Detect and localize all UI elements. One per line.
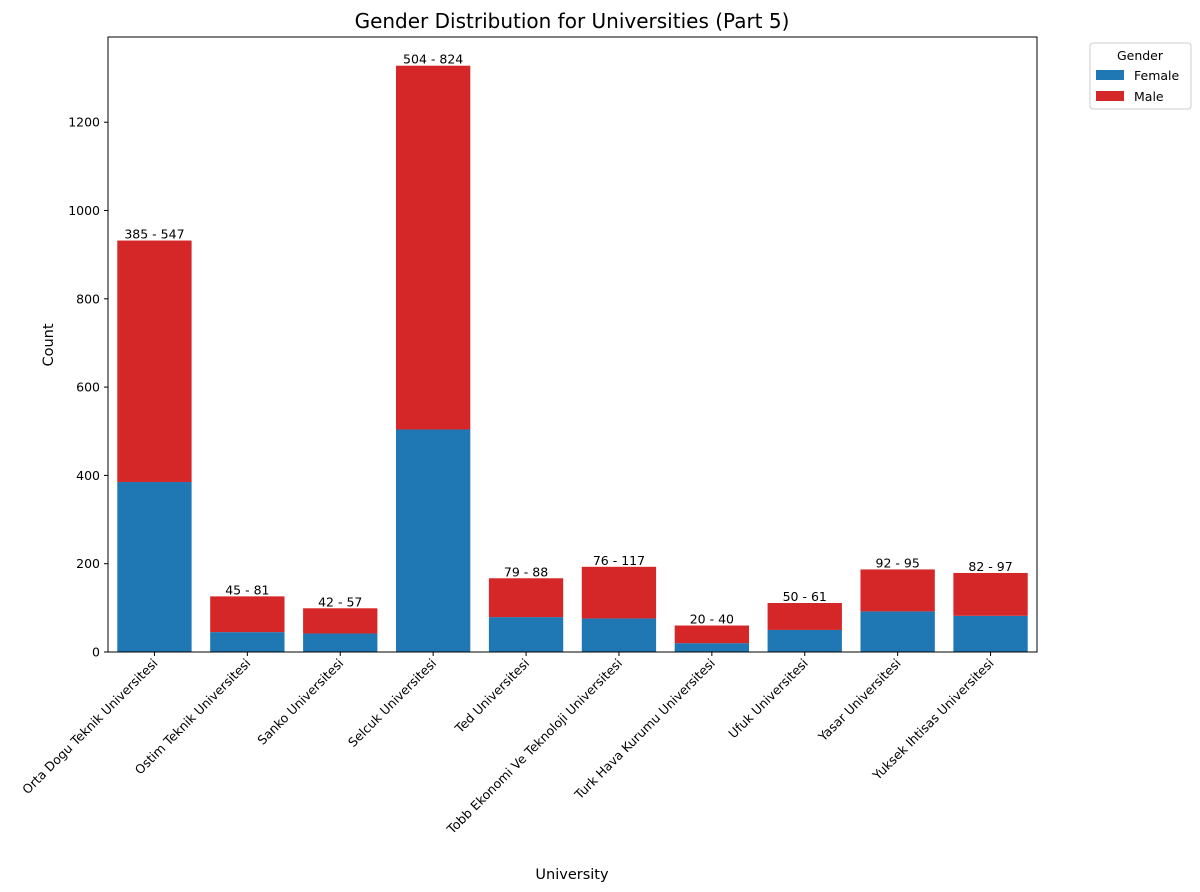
y-tick-label: 1200 xyxy=(68,115,100,130)
bar-male-9 xyxy=(953,572,1028,616)
legend-swatch-male xyxy=(1096,91,1124,101)
legend: Gender Female Male xyxy=(1089,42,1192,110)
bar-female-8 xyxy=(860,611,935,652)
bar-male-1 xyxy=(210,596,285,633)
y-tick-label: 0 xyxy=(92,645,100,660)
bar-female-2 xyxy=(303,633,378,652)
y-tick-label: 1000 xyxy=(68,203,100,218)
y-tick-label: 400 xyxy=(76,468,100,483)
legend-label-male: Male xyxy=(1134,89,1164,104)
y-tick-label: 800 xyxy=(76,291,100,306)
bars-layer xyxy=(117,65,1028,652)
bar-male-2 xyxy=(303,608,378,634)
x-axis-label: University xyxy=(535,867,609,883)
bar-female-3 xyxy=(395,429,471,652)
data-label-7: 50 - 61 xyxy=(783,589,827,604)
y-tick-label: 200 xyxy=(76,556,100,571)
data-label-4: 79 - 88 xyxy=(504,564,548,579)
bar-male-0 xyxy=(117,240,192,483)
bar-male-7 xyxy=(767,602,842,630)
bar-male-4 xyxy=(488,578,564,618)
legend-title: Gender xyxy=(1117,48,1164,63)
data-label-0: 385 - 547 xyxy=(124,227,184,242)
plot-frame xyxy=(107,36,1038,653)
y-axis: 0 200 400 600 800 1000 1200 xyxy=(68,115,108,660)
bar-male-5 xyxy=(581,566,657,619)
legend-label-female: Female xyxy=(1134,68,1180,83)
bar-male-6 xyxy=(674,625,750,644)
chart-title: Gender Distribution for Universities (Pa… xyxy=(355,9,790,33)
bar-female-4 xyxy=(488,617,564,652)
data-label-5: 76 - 117 xyxy=(593,553,645,568)
y-axis-label: Count xyxy=(41,323,57,366)
bar-female-1 xyxy=(210,632,285,652)
bar-female-7 xyxy=(767,629,842,652)
data-label-6: 20 - 40 xyxy=(690,612,734,627)
bar-female-0 xyxy=(117,482,192,652)
data-label-9: 82 - 97 xyxy=(968,559,1012,574)
bar-female-6 xyxy=(674,643,750,652)
bar-male-8 xyxy=(860,569,935,612)
bar-male-3 xyxy=(395,65,471,430)
y-tick-label: 600 xyxy=(76,380,100,395)
bar-female-5 xyxy=(581,618,657,652)
bar-female-9 xyxy=(953,615,1028,652)
data-labels-layer: 385 - 547 45 - 81 42 - 57 504 - 824 79 - 88 7… xyxy=(124,52,1012,627)
data-label-3: 504 - 824 xyxy=(403,52,463,67)
data-label-1: 45 - 81 xyxy=(225,582,269,597)
data-label-8: 92 - 95 xyxy=(876,555,920,570)
legend-swatch-female xyxy=(1096,70,1124,80)
data-label-2: 42 - 57 xyxy=(318,594,362,609)
